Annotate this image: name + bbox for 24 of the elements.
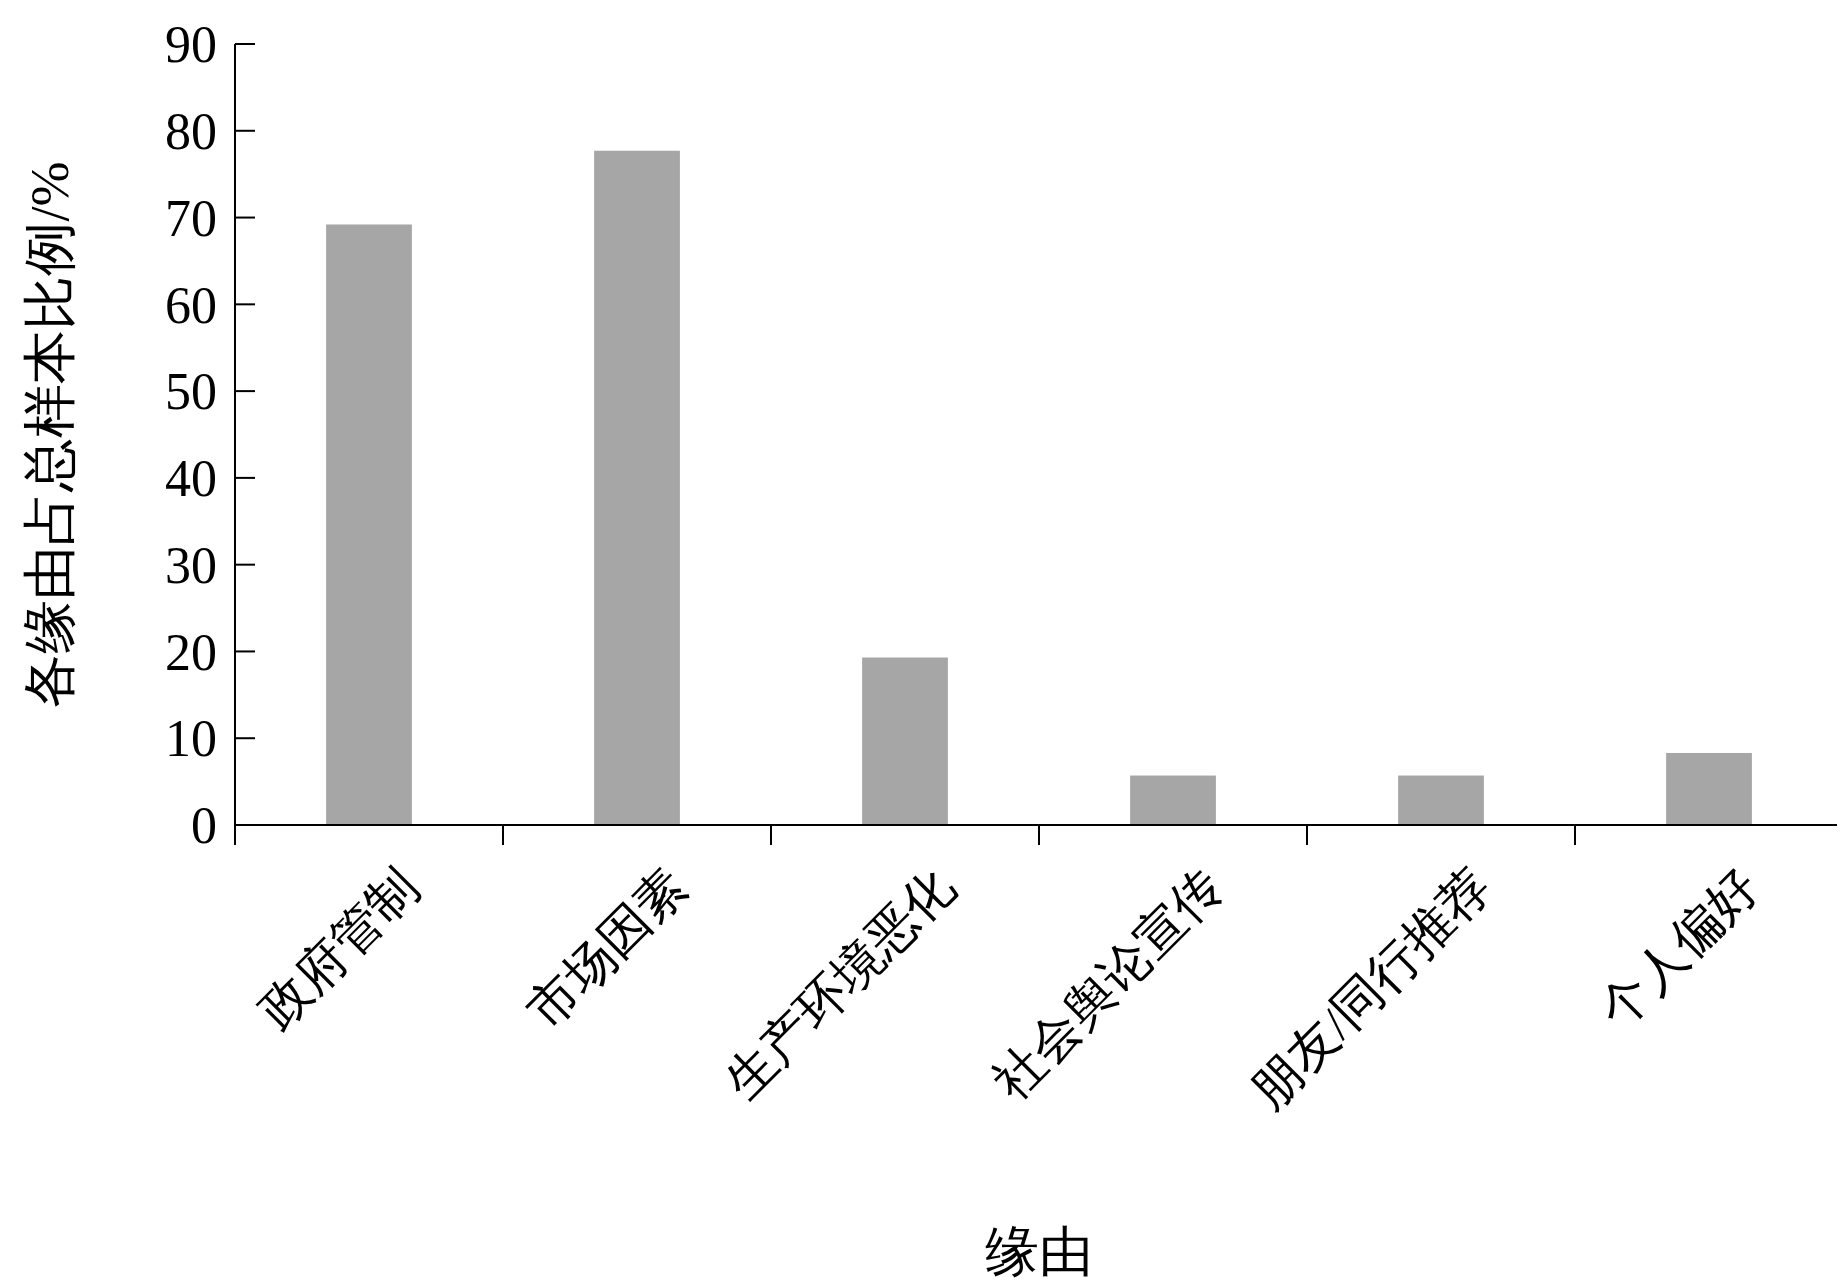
y-tick-label: 60 <box>165 276 217 334</box>
bar <box>1666 752 1752 825</box>
x-axis-title: 缘由 <box>985 1222 1093 1282</box>
y-tick-label: 70 <box>165 189 217 247</box>
bar <box>1398 775 1484 825</box>
x-tick-label: 政府管制 <box>248 857 430 1039</box>
x-tick-label: 社会舆论宣传 <box>981 857 1234 1110</box>
x-tick-label: 朋友/同行推荐 <box>1239 857 1502 1120</box>
y-tick-label: 50 <box>165 363 217 421</box>
bar <box>594 150 680 825</box>
x-tick-label: 市场因素 <box>516 857 698 1039</box>
y-tick-label: 80 <box>165 102 217 160</box>
y-tick-label: 40 <box>165 450 217 508</box>
y-tick-label: 30 <box>165 536 217 594</box>
bar <box>862 657 948 825</box>
y-tick-label: 10 <box>165 710 217 768</box>
y-tick-label: 0 <box>191 797 217 855</box>
bar <box>326 224 412 825</box>
x-tick-label: 个人偏好 <box>1588 857 1770 1039</box>
y-tick-label: 20 <box>165 623 217 681</box>
y-axis-title: 各缘由占总样本比例/% <box>20 161 80 708</box>
y-tick-label: 90 <box>165 16 217 74</box>
x-tick-label: 生产环境恶化 <box>713 857 966 1110</box>
bar <box>1130 775 1216 825</box>
